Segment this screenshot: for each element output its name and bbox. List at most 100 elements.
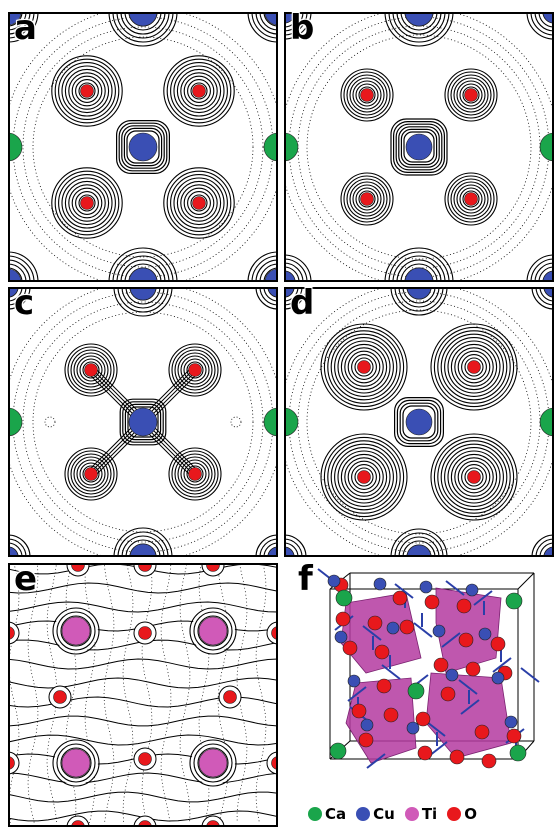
- ti-atom: [198, 616, 228, 646]
- dotted-contour: [122, 563, 134, 824]
- cu-atom: [284, 546, 295, 557]
- legend-item-ti: Ti: [404, 805, 438, 823]
- o-atom: [417, 745, 433, 761]
- panel-label-e: e: [14, 563, 38, 599]
- o-atom: [490, 636, 506, 652]
- contour-line: [54, 58, 120, 124]
- o-atom: [383, 707, 399, 723]
- cu-atom: [404, 12, 434, 27]
- contour-line: [193, 611, 233, 651]
- cu-o-bond: [473, 590, 493, 606]
- contour-line: [352, 80, 382, 110]
- contour-line: [320, 323, 408, 411]
- o-atom: [358, 732, 374, 748]
- contour-line: [437, 440, 511, 514]
- o-atom: [138, 752, 152, 766]
- contour-line: [400, 263, 438, 282]
- dotted-contour: [84, 563, 96, 824]
- cu-atom: [445, 668, 459, 682]
- contour-line: [173, 65, 225, 117]
- contour-line: [174, 453, 216, 495]
- contour-line: [180, 459, 210, 489]
- o-atom: [506, 728, 522, 744]
- o-atom: [449, 749, 465, 765]
- o-atom: [392, 590, 408, 606]
- cu-o-bond: [362, 625, 382, 641]
- contour-line: [67, 450, 115, 498]
- o-atom: [474, 724, 490, 740]
- o-atom: [467, 470, 481, 484]
- contour-line: [190, 82, 208, 100]
- contour-line: [464, 467, 484, 487]
- contour-line: [189, 607, 237, 655]
- contour-line: [340, 68, 394, 122]
- contour-line: [71, 75, 103, 107]
- contour-line: [183, 462, 207, 486]
- o-atom: [399, 619, 415, 635]
- ca-atom: [539, 407, 554, 437]
- contour-line: [75, 79, 99, 103]
- contour-line: [75, 191, 99, 215]
- contour-line: [64, 343, 118, 397]
- contour-line: [456, 80, 486, 110]
- contour-line: [68, 184, 106, 222]
- contour-line: [186, 465, 204, 483]
- o-atom: [206, 563, 220, 572]
- contour-line: [444, 447, 504, 507]
- contour-line: [355, 187, 379, 211]
- contour-line: [447, 450, 501, 504]
- contour-map-a: [8, 12, 278, 282]
- contour-line: [78, 82, 96, 100]
- contour-line: [344, 457, 384, 497]
- cu-o-bond: [381, 664, 401, 680]
- o-atom: [360, 192, 374, 206]
- contour-line: [187, 79, 211, 103]
- contour-line: [392, 120, 445, 173]
- cu-o-bond: [441, 632, 461, 648]
- contour-line: [390, 287, 448, 316]
- o-atom: [342, 640, 358, 656]
- cu-o-bond: [394, 583, 414, 599]
- contour-line: [180, 355, 210, 385]
- contour-line: [343, 71, 391, 119]
- contour-line: [118, 122, 168, 172]
- dotted-contour: [22, 301, 264, 543]
- contour-line: [168, 343, 222, 397]
- contour-line: [8, 715, 278, 727]
- contour-line: [183, 358, 207, 382]
- contour-line: [396, 399, 442, 445]
- contour-line: [340, 453, 388, 501]
- cu-atom: [267, 546, 278, 557]
- contour-line: [166, 58, 232, 124]
- contour-line: [189, 739, 237, 787]
- contour-line: [122, 401, 164, 443]
- contour-line: [127, 406, 159, 438]
- contour-line: [8, 772, 278, 784]
- contour-line: [392, 12, 446, 39]
- legend-label-ca: Ca: [325, 805, 347, 823]
- contour-line: [186, 361, 204, 379]
- ca-atom: [8, 132, 23, 162]
- contour-line: [56, 611, 96, 651]
- contour-line: [394, 532, 444, 557]
- contour-line: [347, 350, 381, 384]
- legend-label-ti: Ti: [421, 805, 438, 823]
- contour-line: [112, 12, 174, 43]
- o-atom: [458, 632, 474, 648]
- cu-atom: [347, 674, 361, 688]
- contour-line: [126, 130, 160, 164]
- o-atom: [360, 88, 374, 102]
- cu-atom: [128, 12, 158, 27]
- o-atom: [192, 84, 206, 98]
- contour-line: [64, 447, 118, 501]
- panel-label-b: b: [290, 12, 315, 48]
- crystal-structure: [317, 568, 540, 769]
- contour-line: [108, 12, 178, 47]
- contour-line: [351, 464, 377, 490]
- cu-atom: [284, 270, 296, 282]
- contour-line: [163, 55, 235, 127]
- contour-line: [447, 71, 495, 119]
- panel-c: c: [8, 287, 278, 557]
- contour-line: [168, 447, 222, 501]
- o-atom: [415, 711, 431, 727]
